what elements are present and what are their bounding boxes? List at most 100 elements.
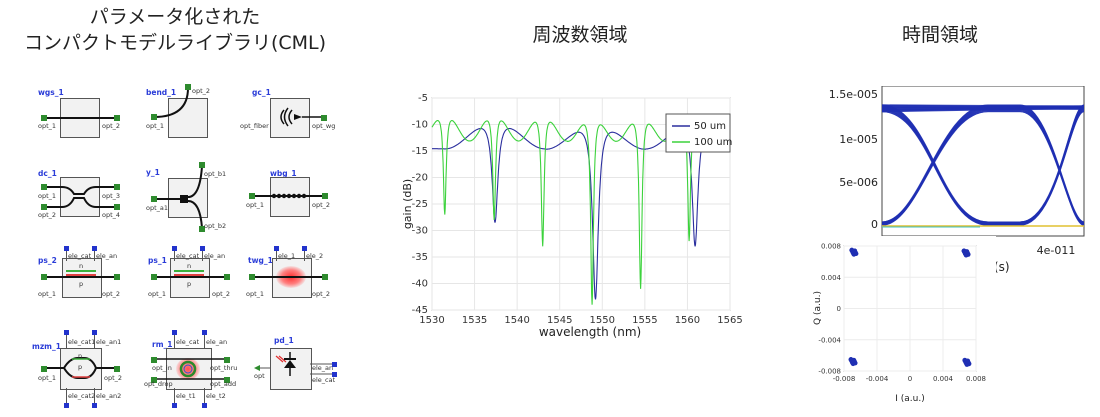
cell-name: pd_1 bbox=[274, 336, 294, 345]
port-label: opt_2 bbox=[212, 290, 231, 298]
y-tick-label: 0 bbox=[837, 305, 841, 313]
cell-name: gc_1 bbox=[252, 88, 271, 97]
x-tick-label: 1555 bbox=[632, 315, 657, 326]
y-tick-label: 1.5e-005 bbox=[829, 88, 878, 101]
eye-trace bbox=[881, 107, 1085, 112]
freq-ylabel: gain (dB) bbox=[401, 179, 414, 229]
cell-name: twg_1 bbox=[248, 256, 273, 265]
port-label: p bbox=[79, 280, 84, 288]
cell-wgs[interactable]: wgs_1 opt_1 opt_2 bbox=[30, 88, 130, 143]
cell-rm[interactable]: rm_1 ele_cat ele_an opt_in opt_thru opt_… bbox=[140, 328, 240, 410]
port-label: opt_1 bbox=[246, 290, 265, 298]
port-label: opt_2 bbox=[38, 211, 57, 219]
x-tick-label: 1560 bbox=[675, 315, 700, 326]
x-tick-label: 1535 bbox=[462, 315, 487, 326]
port-label: opt_3 bbox=[102, 192, 121, 200]
frequency-domain-chart: 1530 1535 1540 1545 1550 1555 1560 1565 -5 -10 -1… bbox=[401, 93, 743, 339]
port-label: opt_2 bbox=[192, 87, 211, 95]
eye-trace bbox=[881, 107, 1085, 113]
cell-gc[interactable]: gc_1 opt_fiber opt_wg bbox=[238, 88, 338, 143]
port-label: n bbox=[187, 262, 192, 270]
cell-name: wbg_1 bbox=[270, 169, 297, 178]
port-label: opt_b1 bbox=[204, 170, 227, 178]
x-tick-label: 1550 bbox=[590, 315, 615, 326]
port-label: opt_1 bbox=[38, 290, 57, 298]
eye-trace bbox=[881, 111, 1085, 225]
port-label: ele_an2 bbox=[96, 392, 122, 400]
port-label: ele_cat2 bbox=[68, 392, 96, 400]
port-label: opt_2 bbox=[102, 122, 121, 130]
constellation-chart: -0.008 -0.004 0 0.004 0.008 0.008 0.004 0 -0.00… bbox=[806, 236, 996, 417]
port-label: opt_a1 bbox=[146, 204, 169, 212]
y-tick-label: 0.004 bbox=[821, 274, 842, 282]
y-tick-label: -10 bbox=[412, 120, 428, 131]
cell-wbg[interactable]: wbg_1 opt_1 opt_2 bbox=[238, 165, 338, 225]
x-tick-label: 1565 bbox=[717, 315, 742, 326]
cell-name: wgs_1 bbox=[38, 88, 64, 97]
constellation-point bbox=[851, 357, 857, 363]
port-label: ele_cat bbox=[176, 338, 200, 346]
port-label: opt bbox=[254, 372, 265, 380]
port-label: opt_add bbox=[210, 380, 237, 388]
legend-label-50um: 50 um bbox=[694, 121, 726, 132]
const-xlabel: I (a.u.) bbox=[895, 394, 924, 404]
port-label: p bbox=[78, 363, 83, 371]
cell-name: ps_2 bbox=[38, 256, 57, 265]
cell-name: rm_1 bbox=[152, 340, 173, 349]
eye-xtick-2: 4e-011 bbox=[1037, 244, 1076, 257]
port-label: opt_fiber bbox=[240, 122, 269, 130]
port-label: opt_1 bbox=[38, 192, 57, 200]
y-tick-label: 0 bbox=[871, 218, 878, 231]
y-tick-label: -20 bbox=[412, 173, 428, 184]
freq-legend: 50 um 100 um bbox=[665, 113, 732, 153]
cell-bend[interactable]: bend_1 opt_1 opt_2 bbox=[140, 82, 240, 144]
y-tick-label: -45 bbox=[412, 305, 428, 316]
cell-mzm[interactable]: mzm_1 ele_cat1 ele_an1 n p opt_1 opt_2 e… bbox=[30, 328, 130, 410]
port-label: ele_cat bbox=[176, 252, 200, 260]
port-label: opt_b2 bbox=[204, 222, 227, 230]
port-label: ele_cat1 bbox=[68, 338, 96, 346]
port-label: opt_2 bbox=[312, 201, 331, 209]
port-label: opt_1 bbox=[38, 374, 57, 382]
y-tick-label: -25 bbox=[412, 199, 428, 210]
port-label: opt_wg bbox=[312, 122, 336, 130]
y-tick-label: -5 bbox=[418, 93, 428, 104]
port-label: ele_an bbox=[96, 252, 118, 260]
cell-twg[interactable]: twg_1 ele_1 ele_2 opt_1 opt_2 bbox=[238, 244, 338, 306]
port-label: opt_2 bbox=[104, 374, 123, 382]
port-label: p bbox=[187, 280, 192, 288]
x-tick-label: -0.004 bbox=[866, 375, 889, 383]
port-label: opt_1 bbox=[246, 201, 265, 209]
x-tick-label: 1530 bbox=[419, 315, 444, 326]
port-label: opt_1 bbox=[146, 122, 165, 130]
eye-trace bbox=[881, 111, 1085, 225]
cell-name: bend_1 bbox=[146, 88, 177, 97]
y-tick-label: 0.008 bbox=[821, 243, 841, 251]
x-tick-label: 0.008 bbox=[966, 375, 986, 383]
port-label: opt_1 bbox=[148, 290, 167, 298]
port-label: ele_an1 bbox=[96, 338, 122, 346]
cell-dc[interactable]: dc_1 opt_1 opt_2 opt_3 opt_4 bbox=[30, 165, 130, 225]
y-tick-label: -40 bbox=[412, 279, 428, 290]
y-tick-label: 1e-005 bbox=[839, 133, 878, 146]
eye-trace bbox=[881, 105, 1085, 109]
y-tick-label: 5e-006 bbox=[839, 176, 878, 189]
y-tick-label: -35 bbox=[412, 252, 428, 263]
y-tick-label: -30 bbox=[412, 226, 428, 237]
freq-xlabel: wavelength (nm) bbox=[539, 325, 641, 339]
port-label: opt_4 bbox=[102, 211, 121, 219]
port-label: ele_t2 bbox=[206, 392, 226, 400]
cell-ps1[interactable]: ps_1 ele_cat ele_an n p opt_1 opt_2 bbox=[140, 244, 240, 306]
constellation-point bbox=[964, 249, 970, 255]
cell-ps2[interactable]: ps_2 ele_cat ele_an n p opt_1 opt_2 bbox=[30, 244, 130, 306]
cml-title: パラメータ化された コンパクトモデルライブラリ(CML) bbox=[0, 4, 350, 56]
port-label: opt_2 bbox=[312, 290, 331, 298]
cell-y[interactable]: y_1 opt_a1 opt_b1 opt_b2 bbox=[140, 160, 240, 234]
port-label: ele_an bbox=[206, 338, 228, 346]
const-ylabel: Q (a.u.) bbox=[813, 291, 823, 325]
port-label: n bbox=[79, 262, 84, 270]
y-tick-label: -0.004 bbox=[818, 336, 841, 344]
port-label: opt_drop bbox=[144, 380, 173, 388]
cell-pd[interactable]: pd_1 opt ele_an ele_cat bbox=[250, 328, 350, 398]
eye-trace bbox=[881, 106, 1085, 110]
